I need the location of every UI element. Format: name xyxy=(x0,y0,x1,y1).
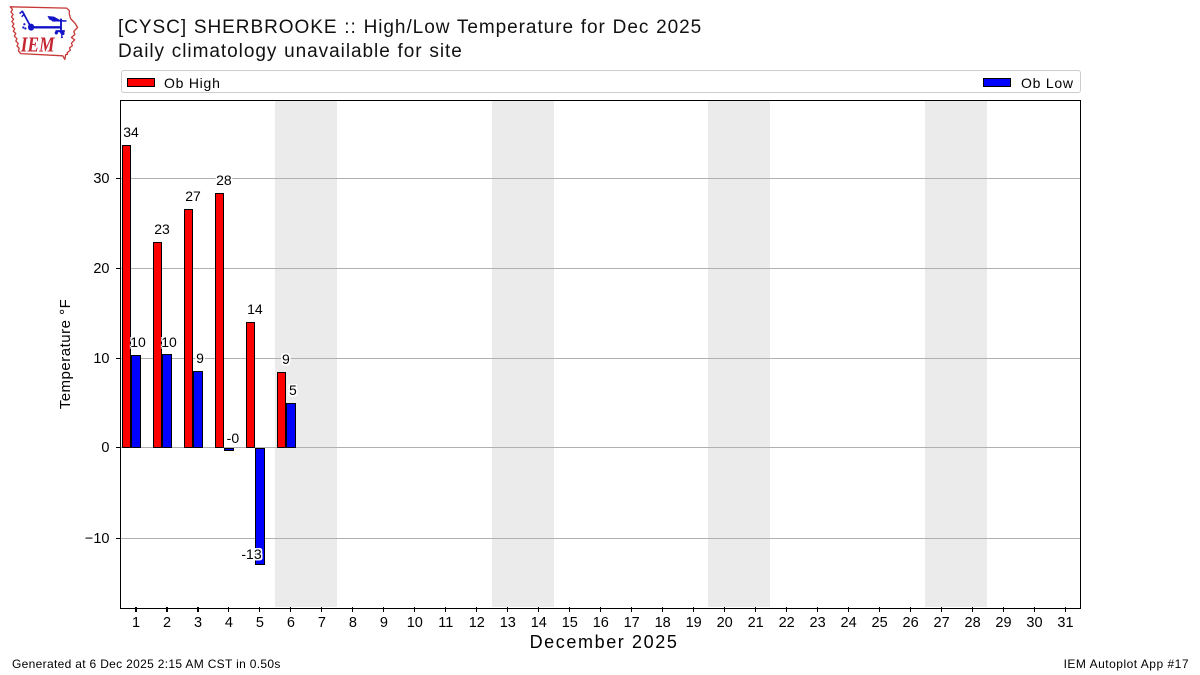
svg-text:IEM: IEM xyxy=(20,33,55,57)
